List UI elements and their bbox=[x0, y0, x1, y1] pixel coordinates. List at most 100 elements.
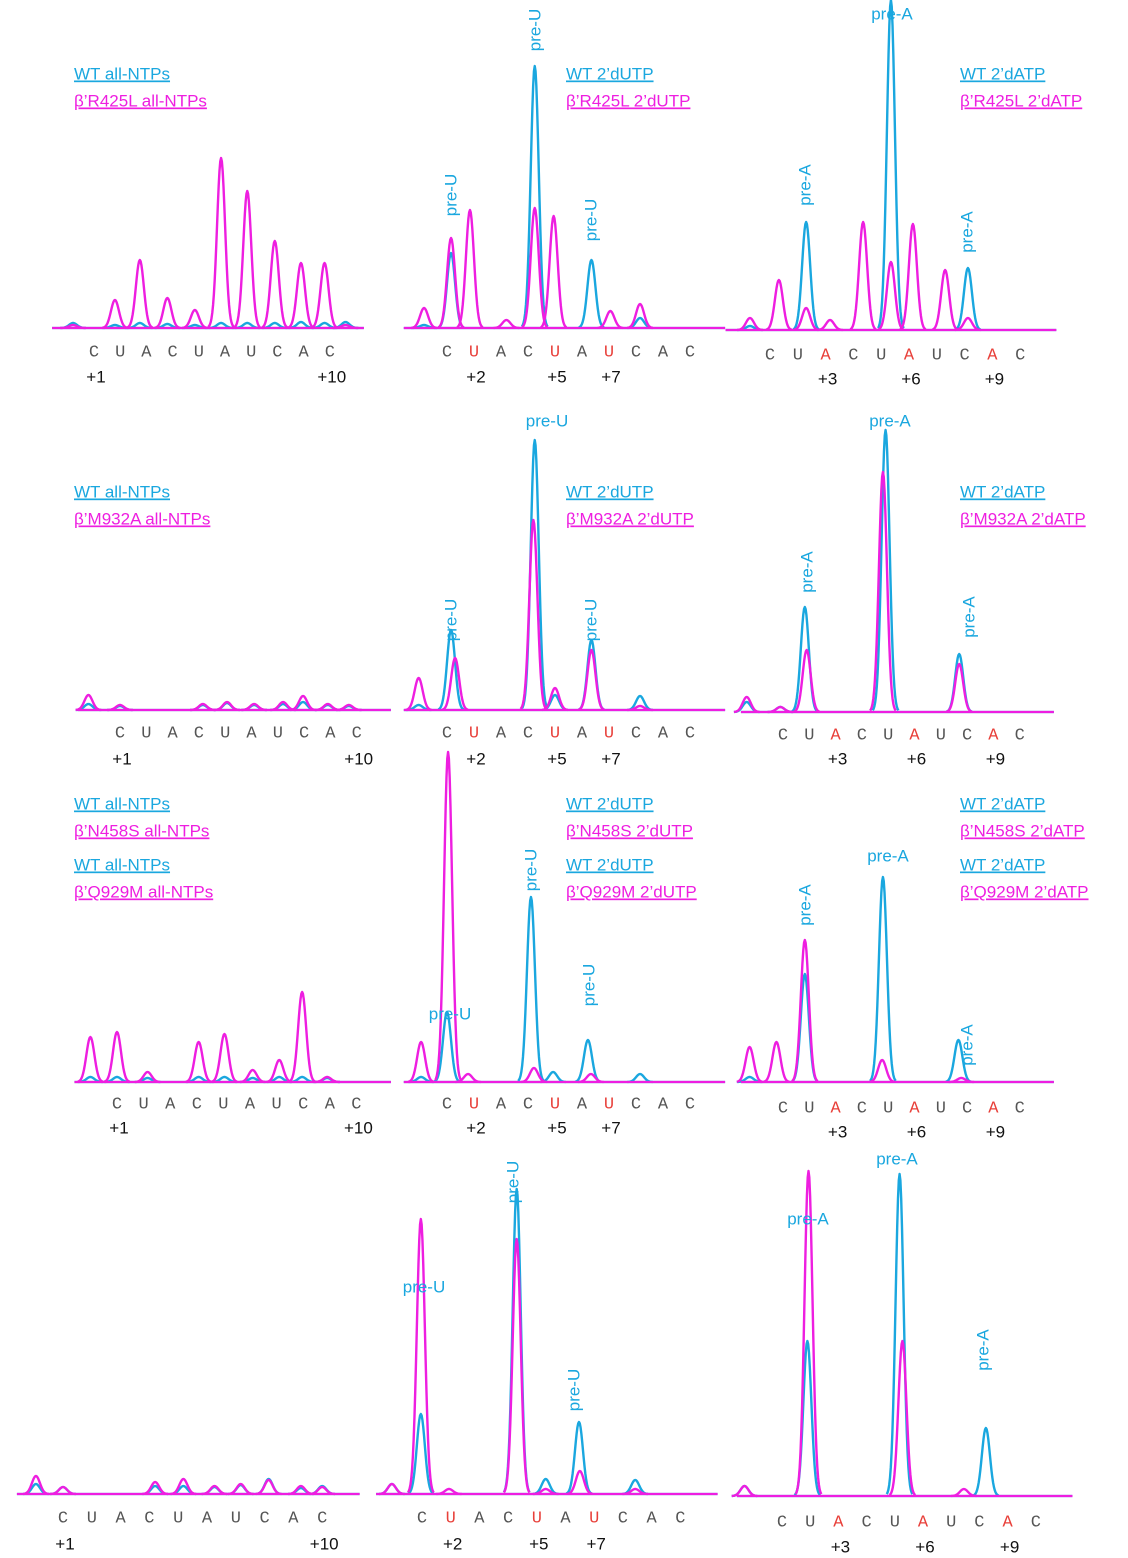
peak bbox=[946, 662, 973, 713]
peak bbox=[407, 1217, 435, 1493]
peak bbox=[454, 1072, 482, 1084]
peak bbox=[899, 222, 927, 331]
sequence-letter: C bbox=[298, 1095, 308, 1114]
sequence-letter: C bbox=[503, 1509, 513, 1528]
x-tick-label: +6 bbox=[901, 369, 920, 388]
peak-annotation: pre-A bbox=[973, 1329, 992, 1371]
x-tick-label: +6 bbox=[907, 1122, 926, 1141]
peak bbox=[869, 875, 897, 1082]
sequence-letter: U bbox=[446, 1509, 456, 1528]
sequence-letter: A bbox=[496, 1095, 507, 1114]
sequence-letter: C bbox=[259, 1509, 269, 1528]
peak bbox=[289, 694, 317, 712]
peak bbox=[578, 648, 605, 711]
peak bbox=[103, 1030, 131, 1083]
sequence-letter: C bbox=[317, 1509, 327, 1528]
peak bbox=[207, 156, 235, 328]
x-tick-label: +5 bbox=[547, 1118, 566, 1137]
sequence-letter: U bbox=[604, 724, 614, 743]
x-tick-label: +5 bbox=[547, 367, 566, 386]
sequence-letter: A bbox=[474, 1509, 485, 1528]
x-tick-label: +3 bbox=[831, 1537, 850, 1556]
sequence-letter: A bbox=[577, 343, 588, 362]
sequence-letter: U bbox=[138, 1095, 148, 1114]
x-tick-label: +9 bbox=[986, 1122, 1005, 1141]
peak bbox=[954, 316, 982, 332]
sequence-letter: U bbox=[793, 346, 803, 365]
x-tick-label: +7 bbox=[601, 749, 620, 768]
sequence-letter: A bbox=[904, 346, 915, 365]
peak bbox=[106, 703, 134, 712]
peak bbox=[519, 518, 548, 710]
peak-annotation: pre-U bbox=[503, 1161, 522, 1204]
sequence-letter: U bbox=[804, 1099, 814, 1118]
peak bbox=[517, 895, 545, 1082]
sequence-letter: A bbox=[560, 1509, 571, 1528]
peak-annotation: pre-U bbox=[403, 1277, 446, 1296]
peak-annotation: pre-A bbox=[867, 846, 909, 865]
legend-entry: β’R425L 2’dATP bbox=[960, 91, 1082, 110]
peak bbox=[407, 1040, 435, 1083]
x-tick-label: +7 bbox=[601, 367, 620, 386]
x-tick-label: +6 bbox=[907, 749, 926, 768]
x-tick-label: +3 bbox=[828, 749, 847, 768]
sequence-letter: A bbox=[987, 346, 998, 365]
peak bbox=[189, 702, 217, 712]
sequence-letter: C bbox=[192, 1095, 202, 1114]
legend-entry: β’M932A all-NTPs bbox=[74, 509, 210, 528]
peak bbox=[578, 258, 605, 329]
legend-entry: WT all-NTPs bbox=[74, 482, 170, 501]
sequence-letter: A bbox=[1002, 1513, 1013, 1532]
peak-annotation: pre-A bbox=[871, 4, 913, 23]
peak bbox=[931, 268, 959, 331]
peak-annotation: pre-A bbox=[787, 1209, 829, 1228]
peak bbox=[255, 1478, 282, 1496]
sequence-letter: A bbox=[577, 1095, 588, 1114]
peak-annotation: pre-A bbox=[876, 1149, 918, 1168]
legend-entry: β’N458S 2’dATP bbox=[960, 821, 1085, 840]
peak bbox=[626, 694, 654, 712]
peak bbox=[972, 1426, 1000, 1497]
sequence-letter: C bbox=[778, 726, 788, 745]
sequence-letter: U bbox=[532, 1509, 542, 1528]
peak bbox=[565, 1420, 593, 1495]
sequence-letter: U bbox=[883, 1099, 893, 1118]
sequence-letter: C bbox=[962, 1099, 972, 1118]
sequence-letter: U bbox=[550, 343, 560, 362]
sequence-letter: C bbox=[112, 1095, 122, 1114]
peak bbox=[313, 1075, 341, 1084]
peak bbox=[185, 1040, 212, 1083]
sequence-letter: U bbox=[883, 726, 893, 745]
peak-annotation: pre-U bbox=[581, 199, 600, 242]
peak bbox=[335, 703, 363, 712]
sequence-letter: C bbox=[962, 726, 972, 745]
peak bbox=[868, 1058, 896, 1084]
peak bbox=[622, 1487, 649, 1496]
sequence-letter: U bbox=[804, 726, 814, 745]
x-tick-label: +1 bbox=[112, 749, 131, 768]
sequence-letter: C bbox=[765, 346, 775, 365]
peak bbox=[227, 1482, 254, 1496]
x-tick-label: +7 bbox=[587, 1534, 606, 1553]
sequence-letter: C bbox=[631, 1095, 641, 1114]
sequence-letter: U bbox=[469, 343, 479, 362]
peak bbox=[141, 1480, 169, 1496]
sequence-letter: C bbox=[861, 1513, 871, 1532]
sequence-letter: A bbox=[658, 343, 669, 362]
sequence-letter: U bbox=[936, 726, 946, 745]
legend-entry: β’Q929M 2’dUTP bbox=[566, 882, 697, 901]
sequence-letter: C bbox=[1015, 1099, 1025, 1118]
peak bbox=[540, 214, 568, 329]
peak bbox=[946, 652, 973, 713]
peak bbox=[792, 220, 820, 331]
peak bbox=[261, 239, 289, 329]
peak bbox=[849, 220, 877, 331]
sequence-letter: A bbox=[325, 724, 336, 743]
sequence-letter: A bbox=[909, 1099, 920, 1118]
peak bbox=[577, 1072, 605, 1084]
sequence-letter: A bbox=[820, 346, 831, 365]
sequence-letter: C bbox=[685, 724, 695, 743]
peak bbox=[885, 1172, 914, 1495]
sequence-letter: U bbox=[805, 1513, 815, 1532]
peak bbox=[733, 695, 760, 714]
